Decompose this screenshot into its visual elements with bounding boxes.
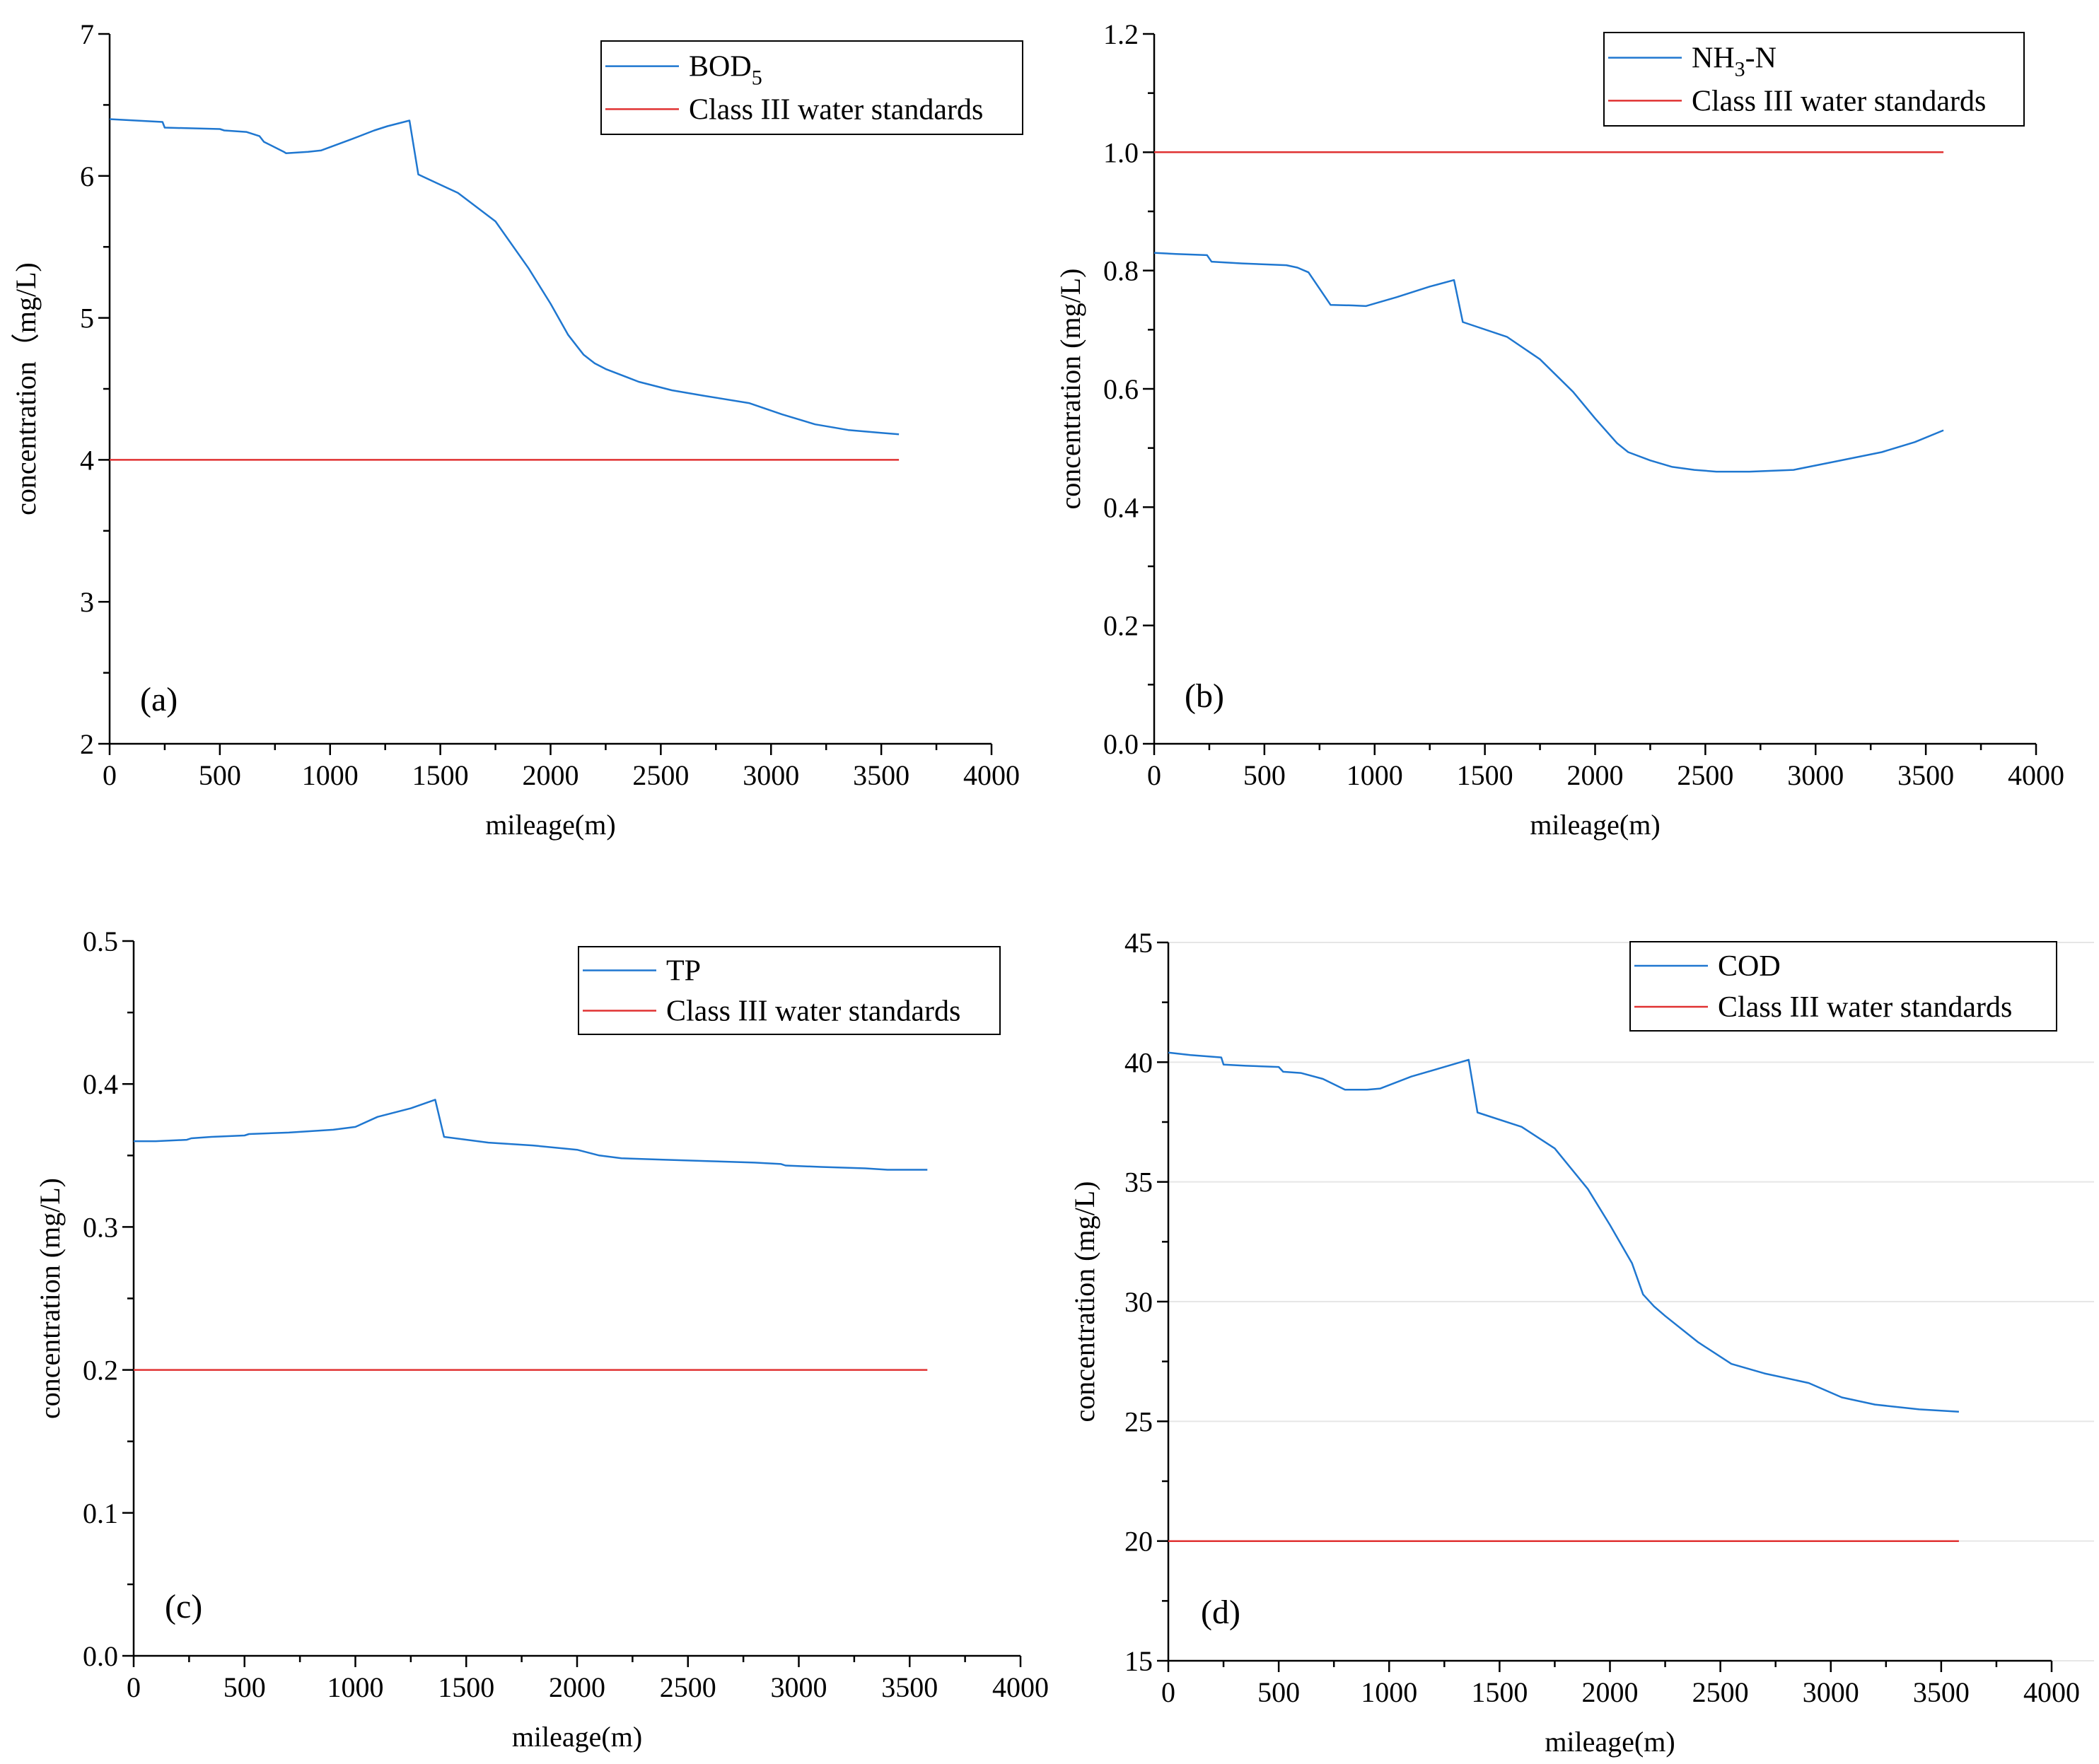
x-tick-label: 2000 (1567, 759, 1624, 791)
y-tick-label: 30 (1124, 1286, 1153, 1318)
y-tick-label: 45 (1124, 927, 1153, 959)
y-axis-title: concentration (mg/L) (1069, 1181, 1100, 1423)
x-tick-label: 1000 (327, 1671, 384, 1703)
legend-label: Class III water standards (689, 93, 983, 126)
x-tick-label: 0 (1147, 759, 1161, 791)
x-tick-label: 3000 (771, 1671, 827, 1703)
panel-label: (a) (140, 681, 178, 718)
y-tick-label: 35 (1124, 1167, 1153, 1198)
x-axis-title: mileage(m) (485, 809, 615, 841)
x-tick-label: 3000 (1803, 1676, 1859, 1708)
y-tick-label: 0.2 (83, 1355, 118, 1386)
x-tick-label: 3000 (1787, 759, 1844, 791)
x-tick-label: 1500 (1471, 1676, 1528, 1708)
data-series-line (109, 118, 900, 436)
y-tick-label: 5 (80, 303, 94, 334)
x-tick-label: 500 (1243, 759, 1286, 791)
y-tick-label: 1.2 (1103, 18, 1139, 50)
y-tick-label: 4 (80, 444, 94, 476)
x-tick-label: 1500 (438, 1671, 494, 1703)
y-tick-label: 0.1 (83, 1497, 118, 1529)
y-axis-title: concentration (mg/L) (1054, 269, 1086, 510)
x-axis-title: mileage(m) (512, 1721, 642, 1753)
y-tick-label: 0.8 (1103, 255, 1139, 287)
y-tick-label: 3 (80, 586, 94, 618)
chart-panel-4: 0 500 1000 1500 2000 2500 3000 3500 4000 15 20 25 30… (1069, 927, 2094, 1758)
x-tick-label: 2000 (523, 759, 579, 791)
x-tick-label: 2000 (1582, 1676, 1639, 1708)
y-tick-label: 7 (80, 18, 94, 50)
x-tick-label: 0 (1161, 1676, 1175, 1708)
x-tick-label: 0 (103, 759, 117, 791)
x-tick-label: 2500 (1677, 759, 1733, 791)
y-tick-label: 0.2 (1103, 610, 1139, 642)
y-tick-label: 40 (1124, 1046, 1153, 1078)
y-tick-label: 0.6 (1103, 373, 1139, 405)
legend: TP Class III water standards (578, 946, 1001, 1035)
legend-label: TP (666, 954, 701, 987)
x-tick-label: 0 (127, 1671, 141, 1703)
x-tick-label: 500 (1257, 1676, 1300, 1708)
y-tick-label: 0.0 (83, 1640, 118, 1672)
x-axis-title: mileage(m) (1530, 809, 1660, 841)
y-tick-label: 25 (1124, 1406, 1153, 1437)
x-tick-label: 1500 (1457, 759, 1513, 791)
x-tick-label: 2500 (1692, 1676, 1749, 1708)
legend-label: BOD5 (689, 51, 762, 90)
x-tick-label: 4000 (2023, 1676, 2080, 1708)
legend-label: NH3-N (1692, 42, 1777, 81)
chart-panel-1: 0 500 1000 1500 2000 2500 3000 3500 4000 2 3 4 5 6 7 mi… (10, 18, 1023, 841)
y-tick-label: 2 (80, 728, 94, 760)
legend-label: Class III water standards (1692, 85, 1986, 117)
x-tick-label: 3000 (743, 759, 799, 791)
x-tick-label: 4000 (963, 759, 1020, 791)
panel-label: (c) (165, 1588, 202, 1625)
x-tick-label: 3500 (1913, 1676, 1970, 1708)
y-tick-label: 0.4 (83, 1068, 118, 1100)
x-tick-label: 500 (199, 759, 241, 791)
legend-box (1603, 32, 2025, 127)
x-tick-label: 3500 (881, 1671, 938, 1703)
x-tick-label: 3500 (853, 759, 909, 791)
chart-panel-3: 0 500 1000 1500 2000 2500 3000 3500 4000 0.0 0.1 0.… (34, 925, 1049, 1753)
legend-label: Class III water standards (1718, 991, 2012, 1024)
y-tick-label: 1.0 (1103, 136, 1139, 168)
panel-label: (d) (1201, 1594, 1240, 1631)
x-tick-label: 1000 (1347, 759, 1403, 791)
x-tick-label: 2500 (632, 759, 689, 791)
x-tick-label: 1500 (412, 759, 469, 791)
x-tick-label: 500 (223, 1671, 266, 1703)
y-tick-label: 0.0 (1103, 728, 1139, 760)
legend-box (578, 946, 1001, 1035)
y-tick-label: 0.5 (83, 925, 118, 957)
legend-label: Class III water standards (666, 995, 960, 1028)
y-tick-label: 15 (1124, 1645, 1153, 1677)
x-tick-label: 2000 (549, 1671, 605, 1703)
x-tick-label: 1000 (1361, 1676, 1417, 1708)
x-tick-label: 3500 (1897, 759, 1954, 791)
x-axis-title: mileage(m) (1545, 1726, 1675, 1758)
y-tick-label: 0.3 (83, 1211, 118, 1243)
legend-label: COD (1718, 950, 1781, 983)
legend: COD Class III water standards (1629, 941, 2057, 1032)
x-tick-label: 1000 (302, 759, 359, 791)
data-series-line (134, 1099, 928, 1171)
y-tick-label: 6 (80, 160, 94, 192)
legend: NH3-N Class III water standards (1603, 32, 2025, 127)
data-series-line (1153, 252, 1944, 473)
chart-panel-2: 0 500 1000 1500 2000 2500 3000 3500 4000 0.0 0.2 0.… (1054, 18, 2064, 841)
x-tick-label: 4000 (2008, 759, 2064, 791)
y-axis-title: concentration（mg/L) (10, 262, 42, 515)
y-tick-label: 0.4 (1103, 491, 1139, 523)
legend-box (1629, 941, 2057, 1032)
x-tick-label: 2500 (660, 1671, 716, 1703)
panel-label: (b) (1185, 677, 1224, 715)
data-series-line (1168, 1051, 1959, 1413)
legend-box (600, 40, 1023, 135)
y-axis-title: concentration (mg/L) (34, 1178, 66, 1419)
x-tick-label: 4000 (992, 1671, 1049, 1703)
y-tick-label: 20 (1124, 1526, 1153, 1558)
